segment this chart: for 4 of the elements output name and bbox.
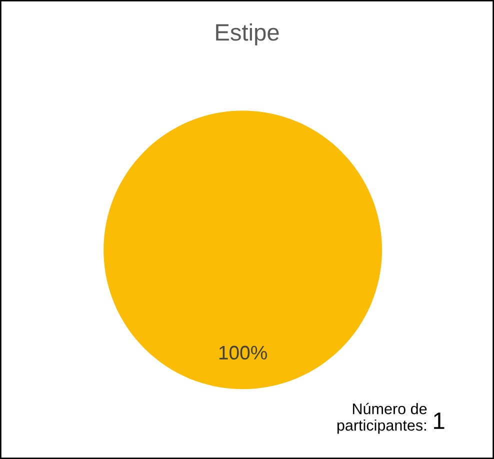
slice-label: 100% (219, 346, 267, 360)
text: Número de participantes: (337, 402, 427, 434)
text: 1 (434, 412, 444, 429)
chart-title: Estipe (216, 23, 279, 46)
